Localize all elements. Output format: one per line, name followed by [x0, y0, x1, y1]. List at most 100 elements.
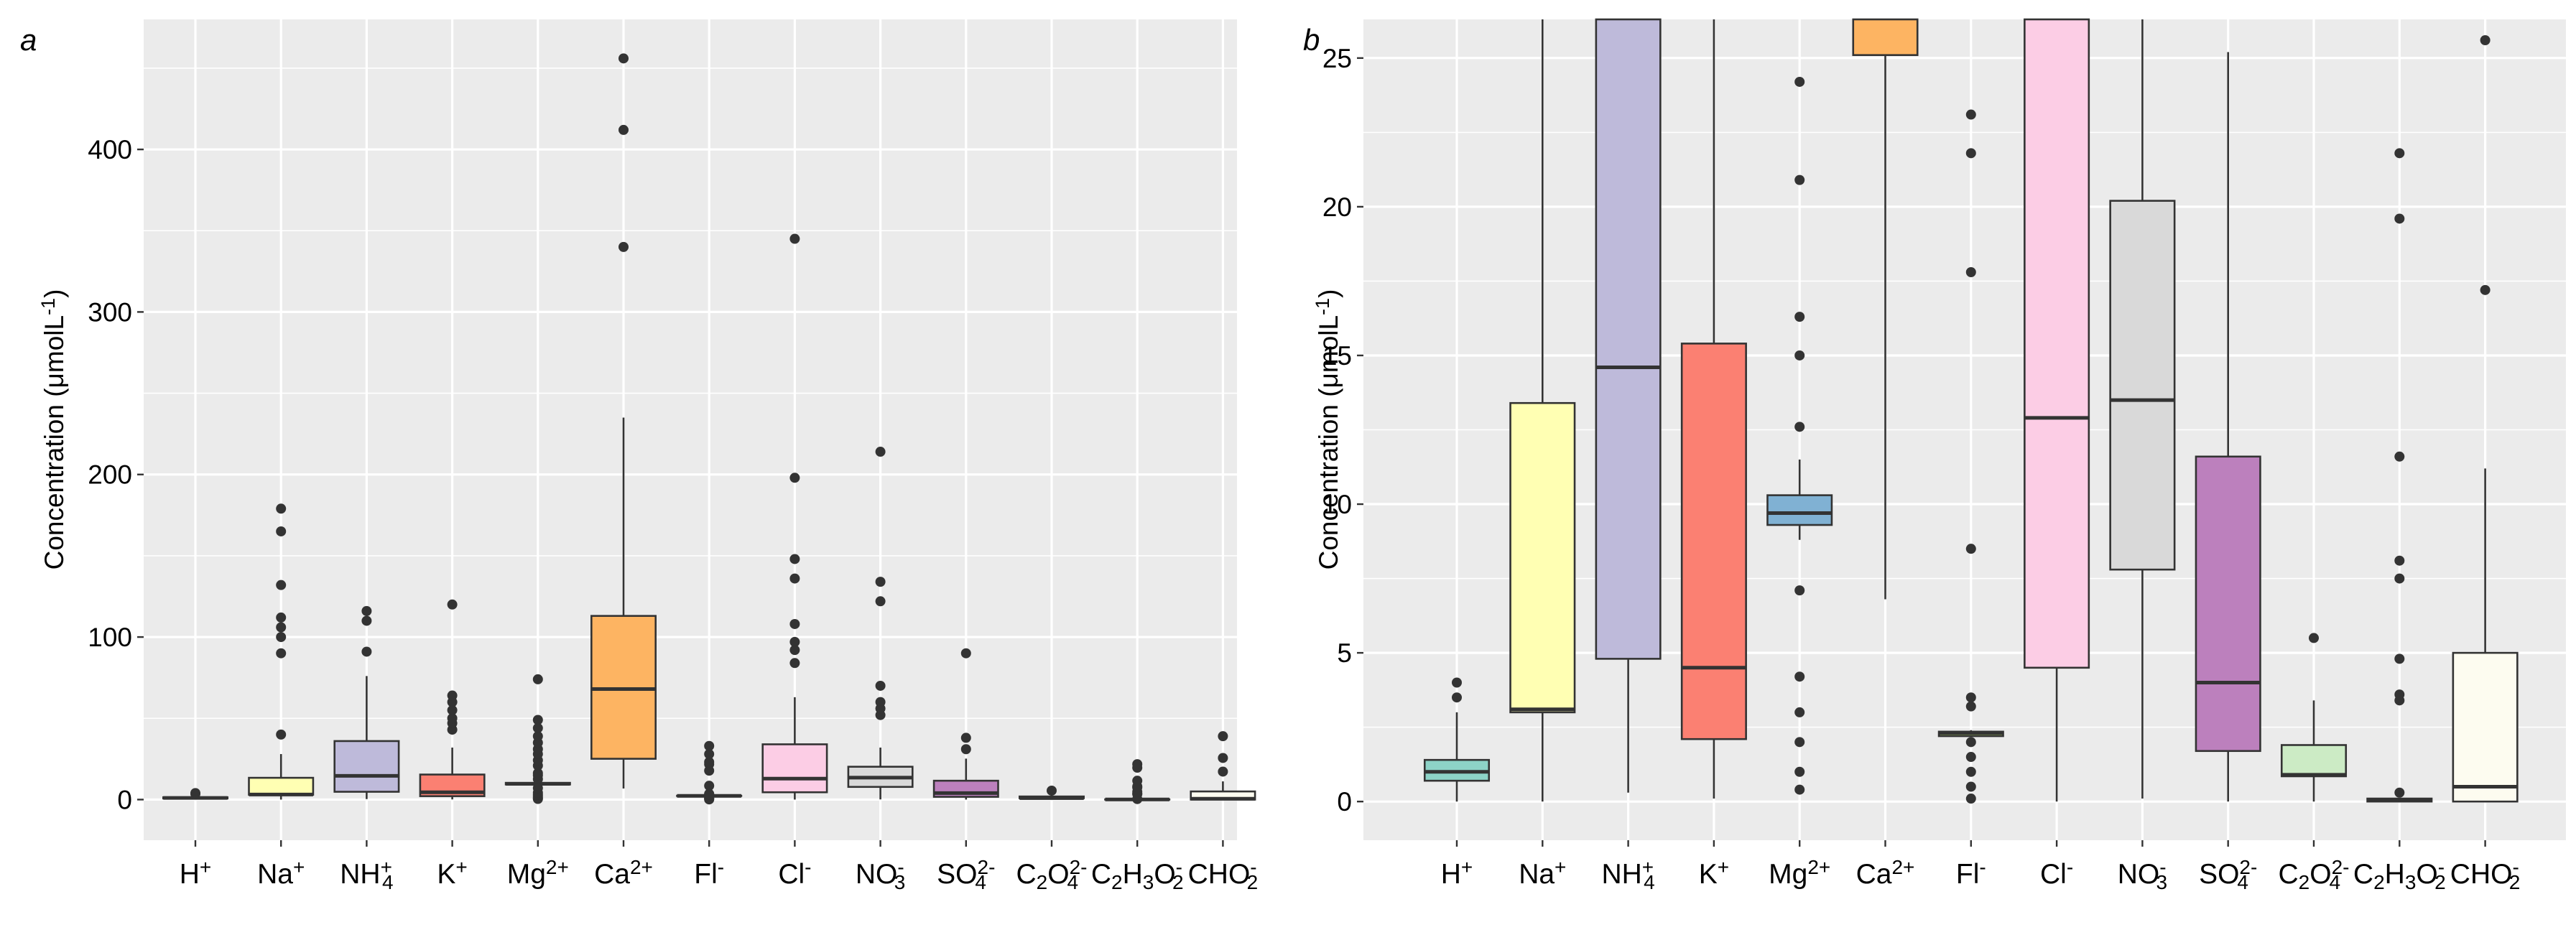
x-tick-label: Ca2+: [1856, 856, 1915, 890]
box-3: [419, 599, 486, 800]
box-rect: [1852, 18, 1919, 56]
outlier-point: [447, 599, 458, 610]
box-12: [2452, 34, 2519, 803]
x-tick-label: K+: [1699, 856, 1729, 890]
outlier-point: [960, 744, 971, 755]
box-7: [2024, 18, 2090, 802]
x-tick-label: Mg2+: [507, 856, 569, 890]
x-tick-label-sup: -: [2067, 856, 2073, 878]
outlier-point: [875, 697, 886, 707]
panel-a-x-ticks: H+ Na+ NH+ 4 K+ Mg2+ Ca2+ Fl- Cl- NO-3 SO2-4 C2O2-4…: [180, 840, 1258, 893]
box-4: [1766, 76, 1833, 795]
x-tick-label-sup: +: [1461, 856, 1473, 878]
x-tick-label-sup: +: [381, 856, 392, 878]
outlier-point: [789, 473, 800, 483]
x-tick-label-base: SO: [937, 859, 977, 890]
box-9: [2195, 52, 2261, 802]
x-tick-label-sup: 2+: [1891, 856, 1914, 878]
box-12: [1190, 731, 1256, 801]
x-tick-label-sup: -: [2512, 856, 2519, 878]
outlier-point: [704, 789, 715, 799]
outlier-point: [1794, 76, 1805, 87]
x-tick-label-base: C: [1016, 859, 1037, 890]
box-5: [590, 53, 657, 789]
box-rect: [761, 743, 828, 794]
box-2: [333, 605, 400, 799]
outlier-point: [789, 645, 800, 656]
x-tick-label-sup: +: [1555, 856, 1566, 878]
y-axis-label-sup: -1: [1312, 298, 1333, 315]
x-tick-label-sup: 2+: [546, 856, 569, 878]
y-tick-label: 20: [1322, 192, 1352, 222]
outlier-point: [361, 615, 372, 626]
x-tick-label-sub: 4: [2237, 871, 2248, 893]
x-tick-label: Mg2+: [1769, 856, 1830, 890]
outlier-point: [532, 722, 543, 733]
x-tick-label-base: C: [2353, 859, 2373, 890]
outlier-point: [618, 53, 629, 64]
y-axis-label-text: Concentration (μmolL: [1314, 315, 1343, 569]
outlier-point: [789, 233, 800, 244]
box-6: [1937, 109, 2004, 804]
outlier-point: [2309, 633, 2319, 643]
outlier-point: [789, 658, 800, 669]
outlier-point: [2394, 653, 2405, 664]
panel-b-y-ticks: 0 5 10 15 20 25: [1322, 44, 1363, 817]
panel-b-tag: b: [1303, 23, 1320, 57]
outlier-point: [704, 781, 715, 791]
x-tick-label-base: K: [1699, 859, 1718, 890]
outlier-point: [1794, 784, 1805, 795]
x-tick-label: H+: [180, 856, 212, 890]
outlier-point: [2480, 34, 2491, 45]
outlier-point: [361, 605, 372, 616]
x-tick-label-base: O: [1154, 859, 1175, 890]
outlier-point: [361, 646, 372, 657]
y-tick-label: 400: [88, 135, 132, 164]
outlier-point: [532, 674, 543, 684]
outlier-point: [789, 573, 800, 584]
panel-a-y-axis-label: Concentration (μmolL-1): [37, 289, 69, 570]
outlier-point: [704, 749, 715, 760]
outlier-point: [789, 618, 800, 629]
x-tick-label-sub: 2: [2434, 871, 2446, 893]
outlier-point: [1965, 267, 1976, 278]
y-tick-label: 0: [1337, 787, 1352, 817]
x-tick-label-sup: 2+: [630, 856, 653, 878]
x-tick-label-base: Na: [257, 859, 293, 890]
box-rect: [1766, 494, 1833, 526]
y-axis-label-tail: ): [1314, 289, 1343, 298]
box-0: [1423, 677, 1491, 802]
outlier-point: [532, 768, 543, 778]
panel-a-boxes: [162, 53, 1256, 805]
box-1: [248, 503, 315, 800]
outlier-point: [704, 740, 715, 751]
x-tick-label-base: H: [1123, 859, 1143, 890]
outlier-point: [1794, 766, 1805, 777]
box-8: [2109, 19, 2176, 799]
box-rect: [1509, 401, 1576, 714]
x-tick-label-base: Na: [1519, 859, 1555, 890]
x-tick-label-base: K: [437, 859, 455, 890]
outlier-point: [2394, 555, 2405, 566]
outlier-point: [1965, 766, 1976, 777]
outlier-point: [1452, 692, 1462, 703]
y-axis-label-sup: -1: [37, 298, 59, 315]
y-tick-label: 200: [88, 460, 132, 490]
panel-a-tag: a: [20, 23, 37, 57]
box-3: [1680, 19, 1747, 799]
x-tick-label: NO-3: [856, 856, 905, 893]
box-1: [1509, 19, 1576, 802]
x-tick-label-base: NH: [340, 859, 380, 890]
panel-b-y-axis-label: Concentration (μmolL-1): [1312, 289, 1343, 570]
x-tick-label: NO-3: [2118, 856, 2167, 893]
x-tick-label-base: O: [2309, 859, 2331, 890]
x-tick-label-base: Ca: [594, 859, 630, 890]
box-11: [2366, 148, 2433, 803]
outlier-point: [1965, 781, 1976, 792]
x-tick-label-base: C: [2279, 859, 2299, 890]
x-tick-label: Cl-: [778, 856, 811, 890]
x-tick-label: SO2-4: [937, 856, 995, 893]
box-9: [932, 648, 999, 800]
